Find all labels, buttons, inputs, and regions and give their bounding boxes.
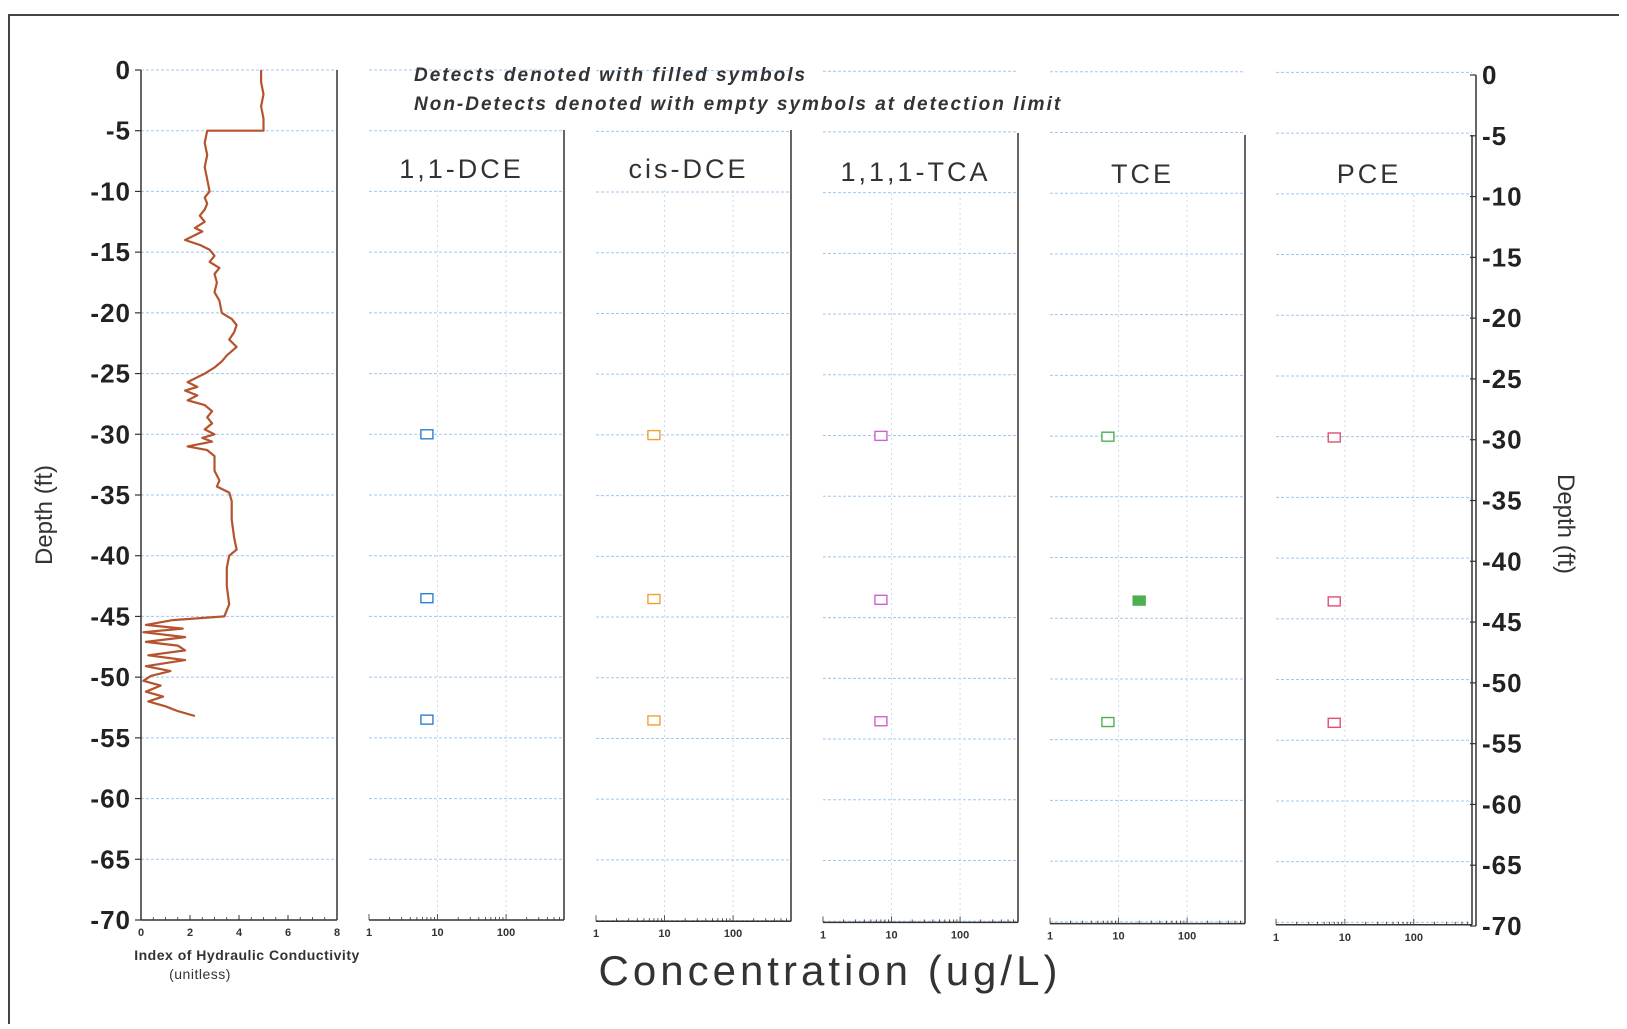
depth-tick-label-left: 0 (116, 55, 131, 85)
log-tick-label: 1 (366, 927, 372, 939)
non-detect-marker (420, 429, 434, 440)
axes (135, 69, 1477, 927)
log-tick-label: 100 (1178, 931, 1196, 943)
hydraulic-conductivity-line (142, 70, 265, 718)
depth-tick-label-left: -15 (90, 237, 131, 267)
depth-tick-label-left: -40 (90, 541, 131, 571)
depth-tick-label-left: -55 (90, 723, 131, 753)
data-marks (142, 70, 1341, 729)
depth-tick-label-left: -70 (90, 905, 131, 935)
depth-tick-label-right: -50 (1482, 668, 1523, 698)
grid-lines (141, 69, 1472, 923)
chart-frame (8, 14, 1619, 1024)
non-detect-marker (1101, 716, 1115, 728)
depth-tick-label-right: -10 (1482, 182, 1523, 212)
panel-title: TCE (1111, 159, 1174, 189)
log-tick-label: 10 (1112, 931, 1124, 943)
depth-tick-label-right: -60 (1482, 789, 1523, 819)
depth-tick-label-left: -65 (90, 844, 131, 874)
k-x-tick-label: 0 (138, 927, 144, 939)
depth-tick-label-right: -15 (1482, 242, 1523, 272)
depth-tick-label-right: -40 (1482, 546, 1523, 576)
non-detect-marker (1327, 596, 1341, 607)
log-tick-label: 10 (658, 928, 670, 940)
depth-tick-label-right: 0 (1482, 60, 1497, 90)
k-axis-sublabel: (unitless) (169, 966, 231, 982)
depth-tick-label-right: -55 (1482, 729, 1523, 759)
panel-title: 1,1,1-TCA (840, 157, 990, 187)
depth-tick-label-left: -30 (90, 419, 131, 449)
log-tick-label: 10 (1339, 932, 1351, 944)
non-detect-marker (874, 430, 888, 442)
depth-tick-label-right: -70 (1482, 911, 1523, 941)
panel-title: cis-DCE (629, 154, 749, 184)
log-tick-label: 1 (593, 928, 599, 940)
depth-tick-label-right: -30 (1482, 425, 1523, 455)
depth-tick-label-left: -5 (106, 116, 131, 146)
panel-title: 1,1-DCE (399, 154, 524, 184)
depth-tick-label-left: -20 (90, 298, 131, 328)
non-detect-marker (874, 594, 888, 606)
detect-marker (1132, 595, 1146, 606)
non-detect-marker (647, 715, 661, 726)
log-tick-label: 100 (497, 927, 515, 939)
k-x-tick-label: 8 (334, 927, 340, 939)
log-tick-label: 10 (885, 929, 897, 941)
log-tick-label: 1 (1047, 931, 1053, 943)
depth-tick-label-right: -65 (1482, 850, 1523, 880)
depth-tick-label-left: -25 (90, 359, 131, 389)
log-tick-label: 100 (951, 929, 969, 941)
depth-tick-label-right: -25 (1482, 364, 1523, 394)
note-non-detects: Non-Detects denoted with empty symbols a… (414, 94, 1062, 115)
depth-tick-label-left: -50 (90, 662, 131, 692)
k-x-tick-label: 2 (187, 927, 193, 939)
log-tick-label: 1 (1273, 932, 1279, 944)
log-tick-label: 100 (724, 928, 742, 940)
non-detect-marker (647, 429, 661, 441)
depth-tick-label-right: -35 (1482, 486, 1523, 516)
depth-axis-label-right: Depth (ft) (1552, 474, 1579, 574)
log-tick-label: 1 (820, 929, 826, 941)
k-x-tick-label: 6 (285, 927, 291, 939)
axis-labels: 0-5-10-15-20-25-30-35-40-45-50-55-60-65-… (90, 55, 1523, 944)
non-detect-marker (874, 716, 888, 727)
non-detect-marker (420, 593, 434, 604)
log-tick-label: 100 (1405, 932, 1423, 944)
non-detect-marker (1327, 717, 1341, 729)
depth-axis-label-left: Depth (ft) (31, 465, 58, 565)
non-detect-marker (1327, 432, 1341, 443)
log-tick-label: 10 (431, 927, 443, 939)
non-detect-marker (647, 593, 661, 605)
concentration-axis-label: Concentration (ug/L) (599, 947, 1062, 994)
depth-tick-label-left: -60 (90, 784, 131, 814)
note-detects: Detects denoted with filled symbols (414, 65, 807, 86)
non-detect-marker (420, 714, 434, 725)
depth-tick-label-left: -45 (90, 601, 131, 631)
depth-tick-label-left: -35 (90, 480, 131, 510)
depth-tick-label-left: -10 (90, 176, 131, 206)
panel-title: PCE (1337, 159, 1402, 189)
non-detect-marker (1101, 431, 1115, 442)
depth-tick-label-right: -45 (1482, 607, 1523, 637)
k-x-tick-label: 4 (236, 927, 243, 939)
depth-tick-label-right: -5 (1482, 121, 1507, 151)
k-axis-label: Index of Hydraulic Conductivity (134, 947, 360, 963)
depth-tick-label-right: -20 (1482, 303, 1523, 333)
